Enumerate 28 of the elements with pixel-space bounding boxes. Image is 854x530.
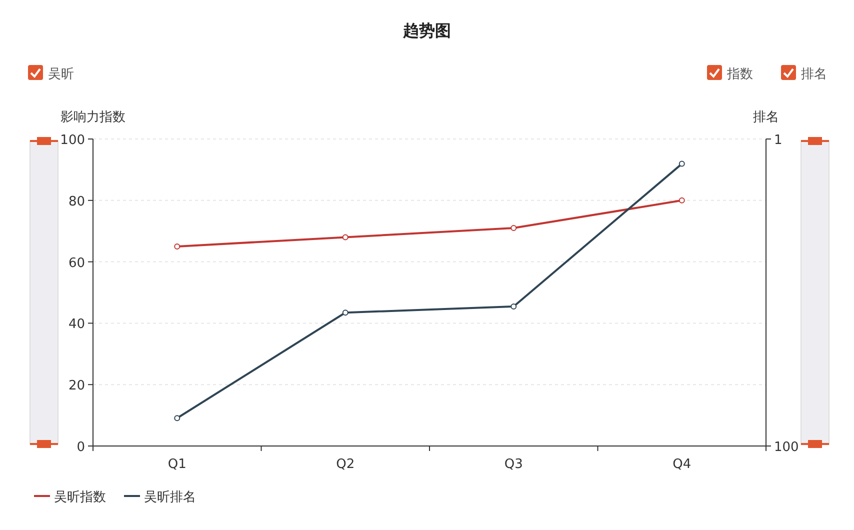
y-tick-label: 20 [68,378,85,394]
y-tick-label: 60 [68,256,85,271]
point [510,225,517,232]
y2-tick-label: 100 [774,440,799,455]
text: 指数 [726,67,753,82]
y2-tick-label: 1 [774,133,782,148]
text: 吴昕 [48,67,74,82]
legend-label: 吴昕指数 [54,490,106,505]
x-tick-label: Q2 [336,457,355,472]
point [342,310,348,316]
y2-axis-title: 排名 [753,110,779,125]
y-tick-label: 40 [68,317,85,332]
chart-title: 趋势图 [402,21,451,40]
point [342,234,348,240]
y-tick-label: 0 [76,440,85,455]
y-axis-title: 影响力指数 [60,110,126,125]
y-tick-label: 80 [68,194,85,210]
y-tick-label: 100 [60,133,85,148]
x-tick-label: Q1 [168,457,186,472]
text: 排名 [801,67,827,82]
point [510,303,517,310]
point [678,160,685,167]
legend-label: 吴昕排名 [144,490,196,505]
x-tick-label: Q4 [672,457,692,472]
point [174,415,180,422]
point [678,197,685,204]
point [174,243,180,250]
x-tick-label: Q3 [504,457,523,472]
